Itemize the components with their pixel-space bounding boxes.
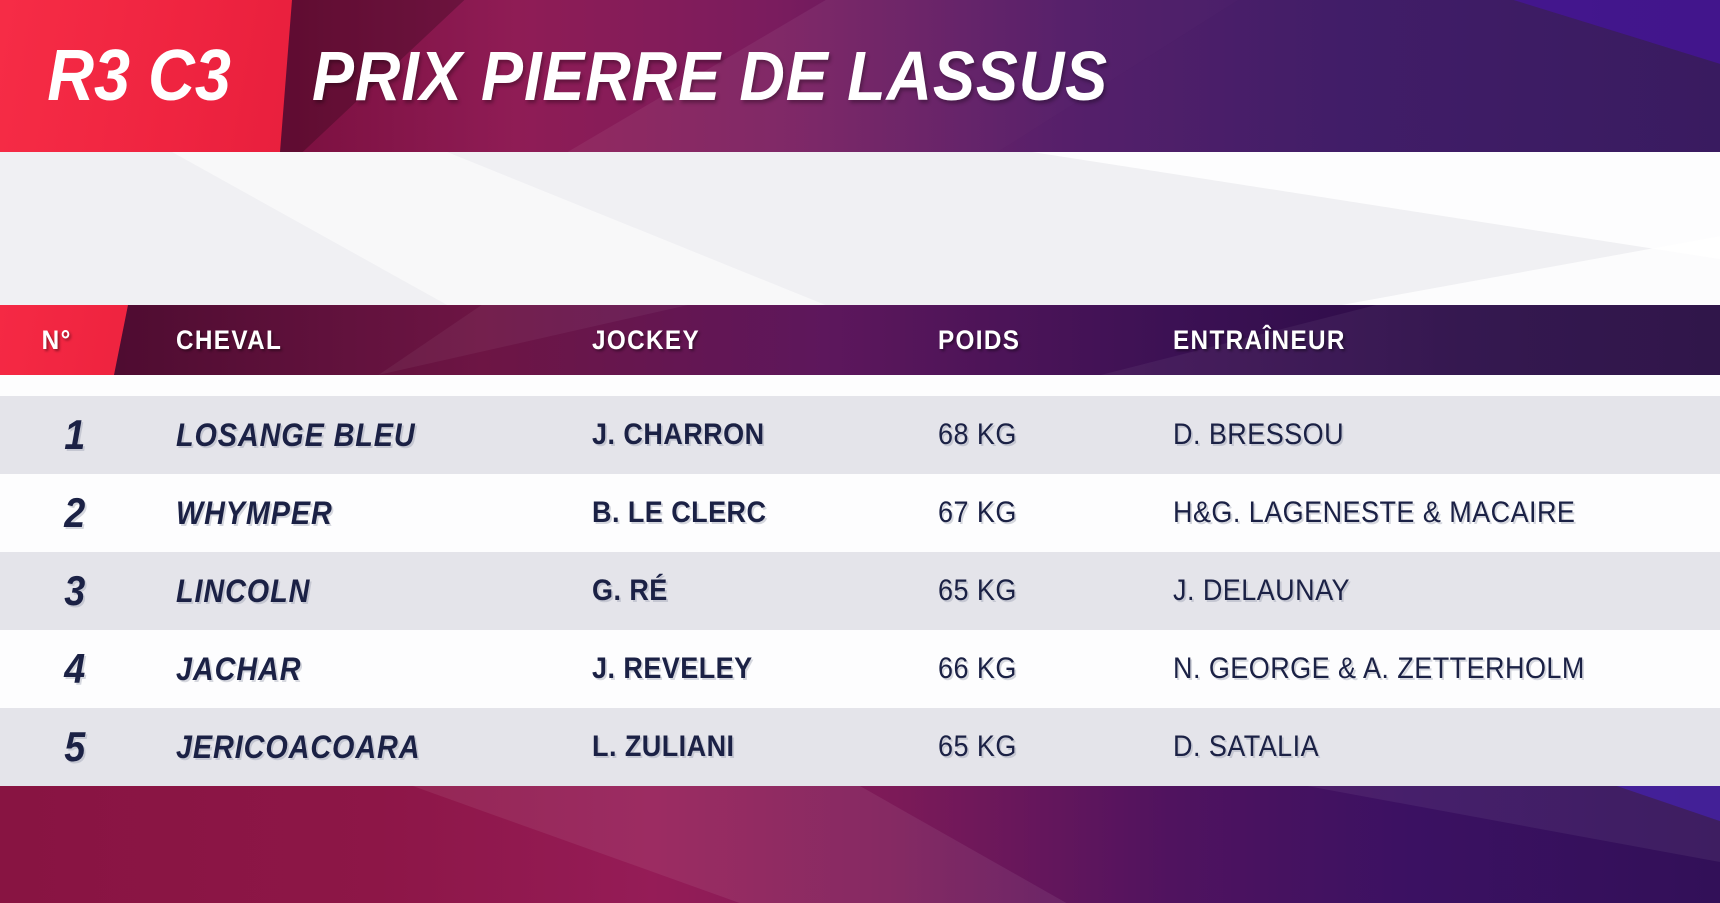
- row-horse: JERICOACOARA: [176, 728, 421, 765]
- table-row: 5 JERICOACOARA L. ZULIANI 65 KG D. SATAL…: [0, 708, 1720, 786]
- row-jockey: B. LE CLERC: [592, 496, 767, 529]
- col-header-trainer: ENTRAÎNEUR: [1173, 324, 1346, 355]
- footer-facet: [1616, 786, 1720, 822]
- info-band: AUTEUIL GROUPE III - 3 900 MÈTRES VENDRE…: [0, 152, 1720, 438]
- footer-band: [0, 786, 1720, 903]
- runners-list: 1 LOSANGE BLEU J. CHARRON 68 KG D. BRESS…: [0, 396, 1720, 786]
- footer-facet: [1307, 786, 1720, 863]
- row-number: 5: [64, 723, 86, 770]
- row-jockey: L. ZULIANI: [592, 730, 735, 763]
- row-jockey: J. CHARRON: [592, 418, 765, 451]
- row-horse: JACHAR: [176, 650, 302, 687]
- row-horse: LINCOLN: [176, 572, 311, 609]
- row-jockey: J. REVELEY: [592, 652, 753, 685]
- table-header: N° CHEVAL JOCKEY POIDS ENTRAÎNEUR: [0, 305, 1720, 375]
- table-row: 4 JACHAR J. REVELEY 66 KG N. GEORGE & A.…: [0, 630, 1720, 708]
- row-weight: 68 KG: [938, 418, 1017, 451]
- row-number: 1: [64, 411, 86, 458]
- row-horse: LOSANGE BLEU: [176, 416, 416, 453]
- race-code: R3 C3: [47, 36, 231, 116]
- info-facet: [1032, 152, 1720, 260]
- race-title: PRIX PIERRE DE LASSUS: [312, 37, 1109, 115]
- col-header-number: N°: [42, 324, 72, 355]
- row-weight: 66 KG: [938, 652, 1017, 685]
- row-weight: 65 KG: [938, 730, 1017, 763]
- row-trainer: N. GEORGE & A. ZETTERHOLM: [1173, 652, 1585, 685]
- header-band: R3 C3 PRIX PIERRE DE LASSUS: [0, 0, 1720, 152]
- row-trainer: D. SATALIA: [1173, 730, 1320, 763]
- row-trainer: J. DELAUNAY: [1173, 574, 1351, 607]
- info-facet: [1341, 236, 1720, 305]
- header-gap: [0, 375, 1720, 396]
- row-weight: 67 KG: [938, 496, 1017, 529]
- number-column-badge: [0, 305, 128, 375]
- footer-facet: [412, 786, 1067, 903]
- row-horse: WHYMPER: [176, 494, 333, 531]
- row-number: 3: [64, 567, 86, 614]
- race-code-badge: R3 C3: [0, 0, 292, 152]
- row-number: 4: [64, 645, 86, 692]
- col-header-weight: POIDS: [938, 324, 1021, 355]
- row-trainer: D. BRESSOU: [1173, 418, 1345, 451]
- row-weight: 65 KG: [938, 574, 1017, 607]
- table-row: 1 LOSANGE BLEU J. CHARRON 68 KG D. BRESS…: [0, 396, 1720, 474]
- table-row: 3 LINCOLN G. RÉ 65 KG J. DELAUNAY: [0, 552, 1720, 630]
- col-header-jockey: JOCKEY: [592, 324, 701, 355]
- row-trainer: H&G. LAGENESTE & MACAIRE: [1173, 496, 1576, 529]
- col-header-horse: CHEVAL: [176, 324, 283, 355]
- table-row: 2 WHYMPER B. LE CLERC 67 KG H&G. LAGENES…: [0, 474, 1720, 552]
- info-facet: [172, 152, 826, 305]
- row-jockey: G. RÉ: [592, 574, 668, 607]
- row-number: 2: [64, 489, 86, 536]
